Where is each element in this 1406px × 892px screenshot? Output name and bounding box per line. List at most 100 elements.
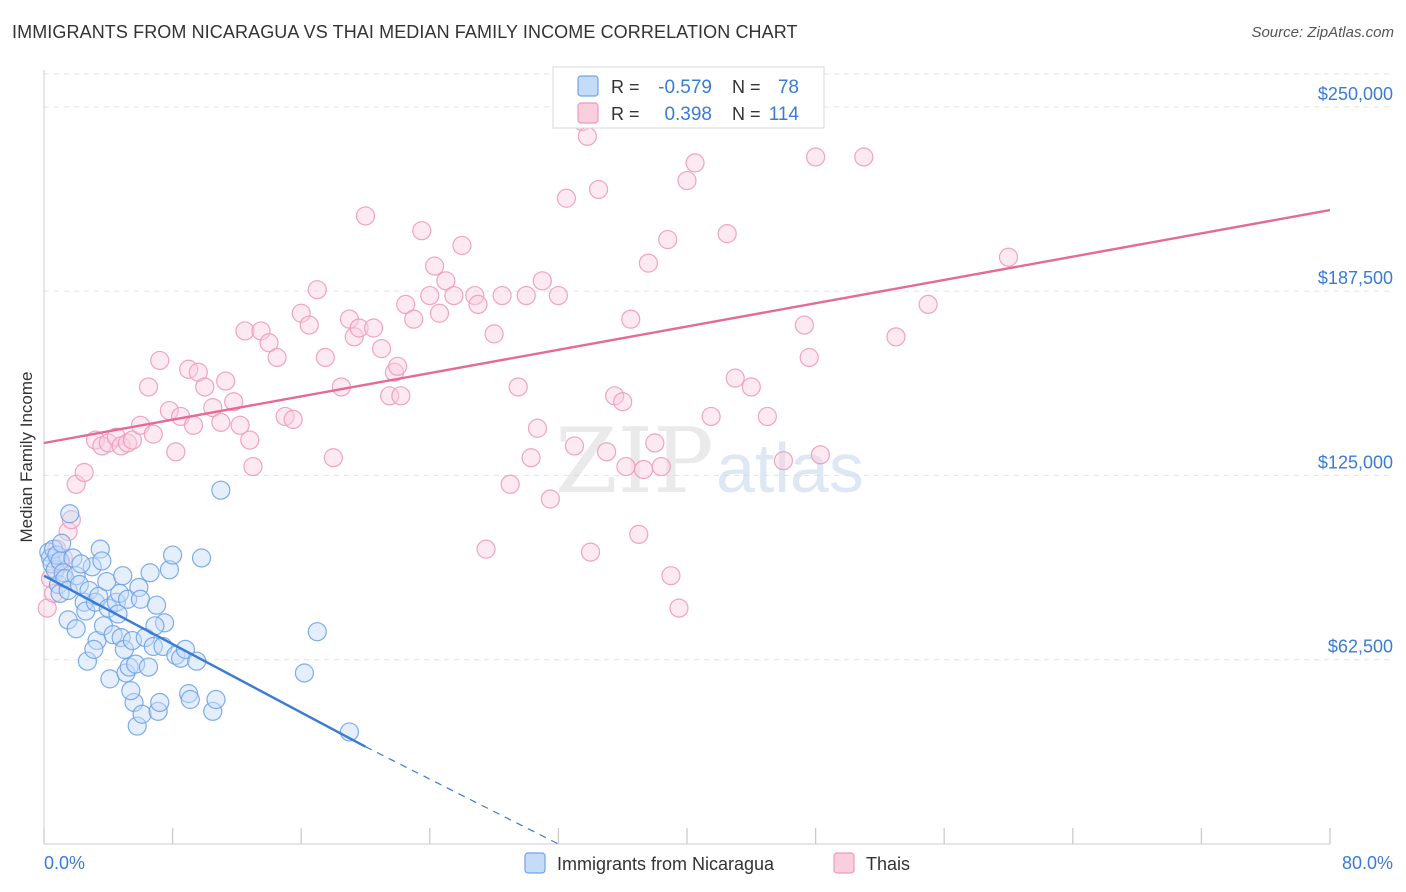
thais-point-81 xyxy=(580,542,601,562)
nicaragua-point-42 xyxy=(127,716,147,736)
series-nicaragua-points xyxy=(39,480,360,742)
thais-point-49 xyxy=(349,318,369,338)
r-value-thais: 0.398 xyxy=(664,104,712,125)
nicaragua-point-66 xyxy=(211,480,231,500)
thais-point-44 xyxy=(315,347,335,368)
nicaragua-point-63 xyxy=(191,548,212,568)
n-label-nicaragua: N = xyxy=(732,77,761,97)
thais-point-54 xyxy=(384,362,405,382)
thais-point-38 xyxy=(267,347,287,368)
thais-point-106 xyxy=(810,445,831,465)
thais-point-82 xyxy=(588,179,609,200)
r-label-nicaragua: R = xyxy=(611,77,640,97)
thais-point-77 xyxy=(556,188,577,208)
thais-point-43 xyxy=(307,280,327,300)
nicaragua-point-45 xyxy=(132,704,152,724)
stats-legend: R = -0.579 N = 78 R = 0.398 N = 114 xyxy=(552,66,825,129)
x-tick-label-min: 0.0% xyxy=(44,853,85,873)
trend-line-thais xyxy=(43,208,1331,445)
thais-point-16 xyxy=(122,430,143,450)
thais-point-37 xyxy=(259,333,279,353)
thais-point-95 xyxy=(677,170,697,191)
thais-point-31 xyxy=(224,392,244,412)
trend-line-nicaragua xyxy=(43,574,367,748)
thais-point-87 xyxy=(629,524,649,545)
r-value-nicaragua: -0.579 xyxy=(658,77,712,98)
thais-point-91 xyxy=(651,456,671,477)
nicaragua-point-47 xyxy=(138,657,159,677)
thais-point-107 xyxy=(854,147,874,167)
nicaragua-point-67 xyxy=(294,663,315,683)
thais-point-86 xyxy=(621,309,641,329)
nicaragua-point-44 xyxy=(130,589,151,609)
nicaragua-point-48 xyxy=(140,563,160,583)
nicaragua-point-49 xyxy=(143,636,163,657)
thais-point-99 xyxy=(725,368,745,388)
thais-point-18 xyxy=(138,377,159,397)
legend-swatch-thais xyxy=(577,102,599,124)
thais-point-52 xyxy=(371,339,392,359)
thais-point-101 xyxy=(757,406,777,427)
thais-point-53 xyxy=(380,386,400,406)
thais-point-61 xyxy=(429,303,450,323)
thais-point-33 xyxy=(235,321,255,341)
nicaragua-point-16 xyxy=(66,619,86,639)
nicaragua-point-73 xyxy=(113,566,133,586)
thais-point-50 xyxy=(355,206,376,226)
gridlines xyxy=(44,73,1392,661)
nicaragua-point-65 xyxy=(206,689,226,710)
thais-point-96 xyxy=(685,153,705,173)
n-value-thais: 114 xyxy=(769,104,800,125)
nicaragua-point-70 xyxy=(97,571,117,592)
thais-point-108 xyxy=(886,327,906,347)
y-tick-label-3: $250,000 xyxy=(1318,84,1393,104)
source-label: Source: ZipAtlas.com xyxy=(1251,24,1394,41)
nicaragua-point-29 xyxy=(100,669,120,689)
n-label-thais: N = xyxy=(732,104,761,124)
trend-lines xyxy=(43,208,1331,845)
nicaragua-point-77 xyxy=(84,639,104,659)
thais-point-74 xyxy=(532,271,552,291)
y-tick-label-0: $62,500 xyxy=(1328,637,1393,657)
nicaragua-point-61 xyxy=(180,689,200,710)
x-tick-label-max: 80.0% xyxy=(1342,853,1393,873)
thais-point-55 xyxy=(388,356,408,376)
thais-point-71 xyxy=(516,285,536,306)
x-ticks xyxy=(43,828,1331,844)
watermark: ZIP atlas xyxy=(555,409,864,514)
thais-point-80 xyxy=(577,126,597,146)
nicaragua-point-13 xyxy=(60,504,80,524)
thais-point-51 xyxy=(363,318,384,338)
y-tick-labels: $62,500 $125,000 $187,500 $250,000 xyxy=(1318,84,1393,657)
thais-point-98 xyxy=(717,224,737,244)
thais-point-92 xyxy=(658,229,678,250)
nicaragua-point-76 xyxy=(121,681,141,701)
thais-point-42 xyxy=(299,315,319,335)
y-axis-label: Median Family Income xyxy=(17,371,36,542)
thais-point-25 xyxy=(183,415,204,435)
thais-point-85 xyxy=(613,392,633,412)
nicaragua-point-52 xyxy=(150,692,170,713)
watermark-zip: ZIP xyxy=(555,409,714,514)
thais-point-93 xyxy=(661,566,681,586)
nicaragua-point-71 xyxy=(71,554,91,574)
thais-point-64 xyxy=(452,235,472,256)
bottom-legend-label-nicaragua: Immigrants from Nicaragua xyxy=(557,854,775,874)
nicaragua-point-34 xyxy=(111,627,131,648)
thais-point-56 xyxy=(396,294,416,315)
nicaragua-point-50 xyxy=(146,595,167,615)
thais-point-48 xyxy=(344,327,364,347)
thais-point-83 xyxy=(597,442,617,462)
nicaragua-point-68 xyxy=(307,622,327,642)
thais-point-45 xyxy=(323,448,343,468)
legend-swatch-nicaragua xyxy=(577,75,599,97)
chart-title: IMMIGRANTS FROM NICARAGUA VS THAI MEDIAN… xyxy=(12,22,798,42)
nicaragua-point-26 xyxy=(92,551,112,571)
thais-point-109 xyxy=(918,294,938,315)
thais-point-110 xyxy=(998,247,1019,267)
thais-point-60 xyxy=(425,256,445,276)
thais-point-58 xyxy=(412,221,432,241)
thais-point-2 xyxy=(44,583,64,603)
y-tick-label-2: $187,500 xyxy=(1318,268,1393,288)
n-value-nicaragua: 78 xyxy=(778,77,799,98)
